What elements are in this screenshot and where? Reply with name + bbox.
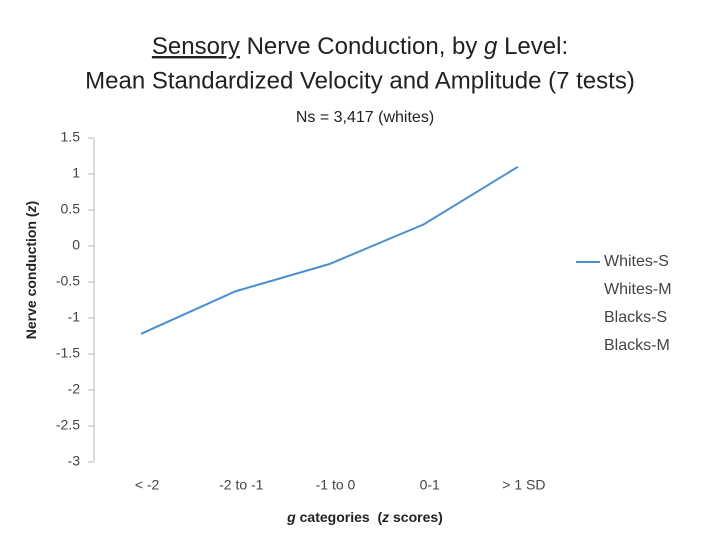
chart-title-line: Mean Standardized Velocity and Amplitude…: [85, 67, 635, 94]
y-tick-label: -3: [68, 453, 81, 469]
y-tick-label: -2.5: [56, 417, 80, 433]
title-part: Nerve Conduction, by: [240, 33, 484, 60]
legend-label: Whites-M: [604, 281, 672, 298]
y-tick-label: 1: [72, 165, 80, 181]
data-line: [140, 165, 519, 335]
label-part: scores): [389, 509, 443, 525]
y-tick-label: -1: [68, 309, 81, 325]
y-tick-label: -2: [68, 381, 81, 397]
x-tick-label: -1 to 0: [316, 477, 356, 493]
y-tick-label: -1.5: [56, 345, 80, 361]
legend-label: Whites-S: [604, 253, 669, 270]
label-part: categories (: [296, 509, 383, 525]
y-tick-label: 0: [72, 237, 80, 253]
label-part: Nerve conduction (: [23, 212, 39, 339]
title-part: Sensory: [152, 33, 240, 60]
y-axis-label: Nerve conduction (z): [23, 201, 39, 339]
y-tick-label: 0.5: [61, 201, 81, 217]
x-tick-label: < -2: [135, 477, 160, 493]
label-part: z: [23, 205, 39, 213]
x-axis-label: g categories (z scores): [286, 509, 443, 525]
label-part: g: [286, 509, 296, 525]
x-tick-label: -2 to -1: [219, 477, 264, 493]
y-tick-label: -0.5: [56, 273, 80, 289]
legend-label: Blacks-S: [604, 309, 667, 326]
y-tick-label: 1.5: [61, 129, 81, 145]
label-part: z: [381, 509, 389, 525]
x-tick-label: 0-1: [420, 477, 440, 493]
title-part: g: [484, 33, 498, 60]
subtitle: Ns = 3,417 (whites): [296, 109, 434, 126]
legend-label: Blacks-M: [604, 337, 670, 354]
x-tick-label: > 1 SD: [502, 477, 545, 493]
chart-title-line: Sensory Nerve Conduction, by g Level:: [152, 33, 568, 60]
label-part: ): [23, 201, 39, 206]
title-part: Level:: [497, 33, 568, 60]
